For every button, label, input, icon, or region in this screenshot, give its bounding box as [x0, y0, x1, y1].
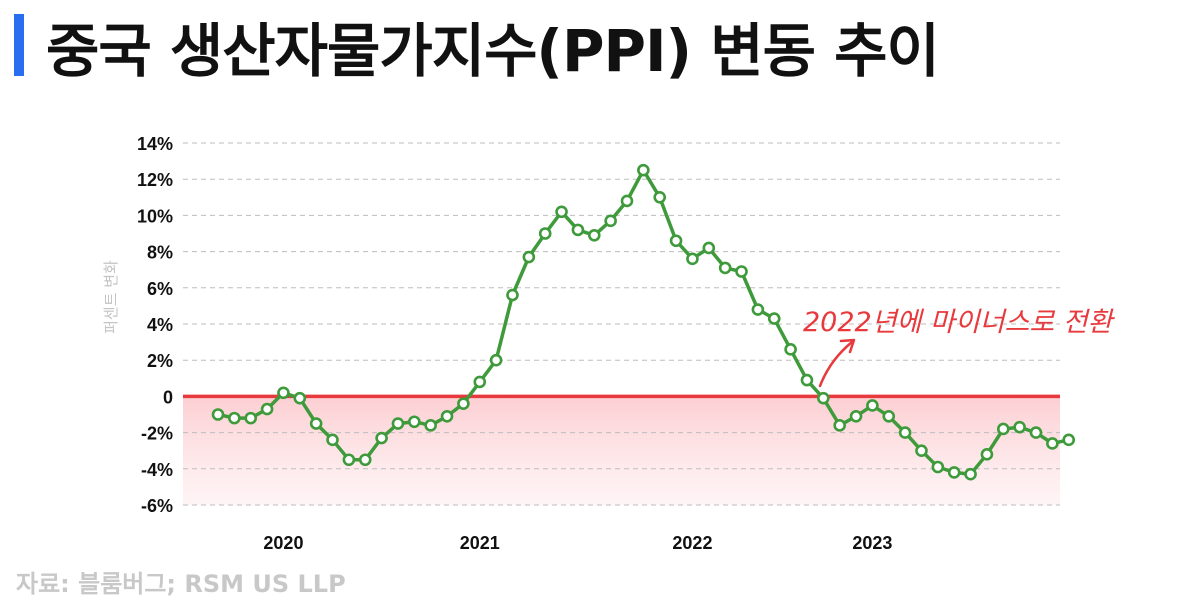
data-point: [440, 410, 454, 423]
y-tick-label: -4%: [141, 460, 173, 480]
data-point: [800, 373, 814, 387]
data-point: [473, 375, 487, 389]
page-title: 중국 생산자물가지수(PPI) 변동 추이: [46, 17, 940, 85]
data-point: [1062, 433, 1076, 447]
title-accent-bar: [14, 14, 24, 76]
y-tick-label: -6%: [141, 496, 173, 516]
data-point: [669, 234, 683, 248]
data-point: [489, 353, 503, 367]
data-point: [522, 250, 536, 264]
data-point: [326, 433, 339, 447]
data-point: [391, 417, 405, 430]
y-tick-label: 2%: [147, 351, 173, 371]
data-point: [718, 261, 732, 275]
y-tick-label: 8%: [147, 243, 173, 263]
data-point: [915, 444, 928, 458]
data-point: [244, 411, 258, 425]
data-point: [538, 227, 552, 240]
data-point: [375, 431, 388, 445]
data-point: [947, 466, 961, 479]
x-tick-label: 2021: [460, 533, 500, 553]
y-tick-label: 14%: [137, 134, 173, 154]
y-tick-label: 12%: [137, 170, 173, 190]
data-point: [587, 229, 601, 242]
data-point: [653, 191, 667, 204]
data-point: [751, 303, 765, 316]
data-point: [980, 448, 994, 461]
data-point: [506, 288, 519, 302]
data-point: [849, 410, 863, 423]
y-axis-label: 퍼센트 변화: [102, 260, 120, 334]
annotation-arrowhead: [839, 338, 856, 354]
y-tick-label: 6%: [147, 279, 173, 299]
data-point: [686, 252, 699, 266]
data-point: [1013, 420, 1026, 434]
data-point: [637, 163, 650, 177]
data-point: [309, 417, 323, 430]
data-point: [260, 402, 274, 416]
data-point: [457, 397, 470, 410]
y-tick-label: -2%: [141, 424, 173, 444]
data-point: [424, 419, 437, 432]
data-point: [293, 391, 307, 405]
data-point: [898, 426, 912, 439]
data-point: [228, 411, 241, 425]
data-point: [767, 312, 781, 325]
data-point: [277, 386, 290, 400]
data-point: [702, 241, 716, 255]
data-point: [817, 391, 830, 405]
data-point: [604, 214, 617, 228]
data-point: [882, 410, 896, 423]
y-tick-label: 10%: [137, 206, 173, 226]
data-point: [931, 460, 945, 474]
x-tick-label: 2020: [263, 533, 303, 553]
data-point: [342, 453, 356, 467]
data-point: [1029, 426, 1043, 439]
data-point: [996, 422, 1010, 436]
data-point: [866, 399, 879, 412]
source-note: 자료: 블룸버그; RSM US LLP: [16, 570, 346, 598]
x-tick-label: 2023: [852, 533, 892, 553]
data-point: [211, 408, 225, 421]
data-point: [408, 415, 421, 429]
data-point: [833, 419, 846, 432]
data-point: [620, 194, 634, 208]
data-point: [735, 265, 748, 278]
data-point: [555, 205, 568, 219]
y-tick-label: 4%: [147, 315, 173, 335]
data-point: [1046, 437, 1059, 450]
data-point: [784, 343, 797, 356]
annotation-label: 2022년에 마이너스로 전환: [803, 307, 1116, 338]
annotation-arrow: [818, 340, 854, 388]
negative-region: [183, 396, 1060, 505]
data-point: [358, 453, 372, 467]
data-point: [964, 467, 977, 481]
x-tick-label: 2022: [672, 533, 712, 553]
data-point: [571, 223, 585, 237]
y-tick-label: 0: [163, 387, 173, 407]
